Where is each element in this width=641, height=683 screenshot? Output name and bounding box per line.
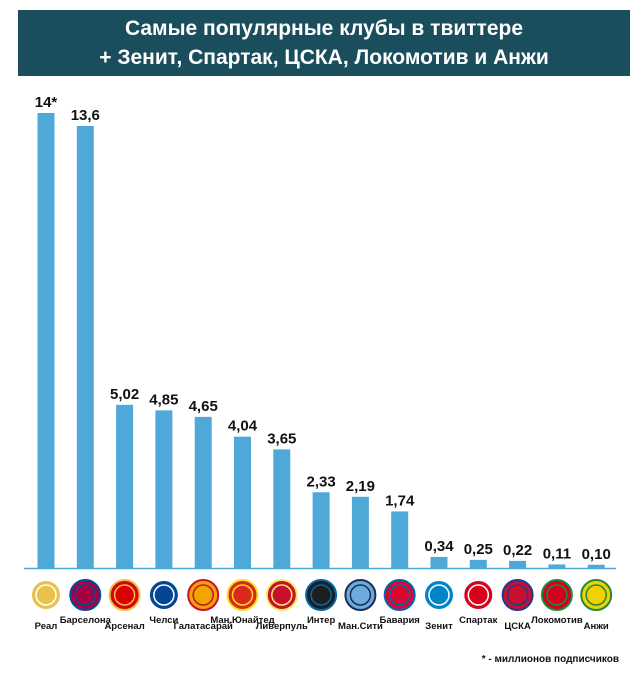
bar	[587, 564, 605, 568]
barcelona-crest-icon	[69, 579, 102, 611]
arsenal-crest-icon	[108, 579, 141, 611]
zenit-logo-icon	[423, 579, 455, 611]
value-label: 0,25	[464, 541, 493, 558]
value-label: 2,33	[306, 473, 335, 490]
title-line-1: Самые популярные клубы в твиттере	[124, 17, 524, 40]
category-label: ЦСКА	[504, 621, 531, 632]
spartak-logo-icon	[462, 579, 495, 611]
value-label: 14*	[35, 94, 58, 111]
man-city-crest-icon	[344, 579, 377, 611]
value-label: 0,34	[424, 538, 454, 555]
title-line-2: + Зенит, Спартак, ЦСКА, Локомотив и Анжи	[99, 46, 549, 69]
chelsea-crest-icon	[147, 579, 180, 611]
cska-crest-icon	[501, 579, 534, 611]
bar	[273, 449, 291, 568]
bar	[116, 404, 134, 568]
value-label: 5,02	[110, 386, 139, 403]
inter-crest-icon	[305, 579, 338, 611]
bar	[430, 556, 448, 568]
value-label: 4,65	[189, 398, 218, 415]
liverpool-crest-icon	[265, 579, 298, 611]
value-label: 1,74	[385, 492, 415, 509]
bar	[234, 436, 251, 568]
galatasaray-crest-icon	[187, 579, 220, 611]
bar	[155, 410, 173, 568]
value-label: 2,19	[346, 478, 375, 495]
unit-footnote: * - миллионов подписчиков	[481, 654, 619, 665]
value-label: 0,22	[503, 542, 532, 559]
value-label: 0,11	[543, 545, 571, 562]
category-label: Спартак	[459, 615, 497, 626]
value-label: 4,85	[149, 391, 178, 408]
category-label: Интер	[307, 615, 336, 626]
bar	[391, 511, 409, 568]
bar	[548, 564, 566, 568]
value-label: 13,6	[71, 107, 100, 124]
category-label: Анжи	[584, 621, 609, 632]
bar	[76, 126, 94, 568]
category-label: Реал	[35, 621, 58, 632]
bayern-crest-icon	[383, 579, 416, 611]
value-label: 3,65	[267, 430, 296, 447]
lokomotiv-logo-icon	[540, 579, 573, 611]
category-label: Ман.Юнайтед	[210, 615, 274, 626]
chart-title: Самые популярные клубы в твиттере + Зени…	[18, 10, 630, 76]
bar	[312, 492, 330, 568]
category-label: Галатасарай	[173, 621, 233, 632]
category-label: Зенит	[425, 621, 453, 632]
category-label: Бавария	[380, 615, 420, 626]
bar	[509, 560, 527, 568]
value-label: 0,10	[582, 546, 611, 563]
man-united-crest-icon	[226, 579, 259, 611]
category-label: Локомотив	[531, 615, 583, 626]
bar	[351, 496, 369, 568]
bar	[194, 416, 212, 568]
category-label: Арсенал	[104, 621, 144, 632]
bar	[469, 559, 487, 568]
bar	[37, 113, 55, 568]
category-label: Ман.Сити	[338, 621, 383, 632]
category-label: Барселона	[60, 615, 112, 626]
value-label: 4,04	[228, 418, 258, 435]
real-madrid-crest-icon	[30, 579, 62, 611]
anzhi-crest-icon	[580, 579, 613, 611]
category-label: Ливерпуль	[256, 621, 308, 632]
category-label: Челси	[149, 615, 178, 626]
